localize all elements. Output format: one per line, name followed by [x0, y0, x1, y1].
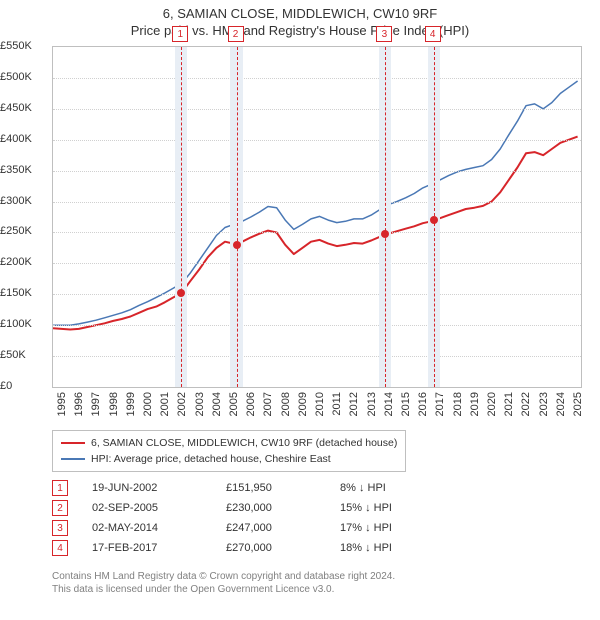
sale-date: 02-MAY-2014	[92, 522, 202, 534]
sales-row: 2 02-SEP-2005 £230,000 15% ↓ HPI	[52, 498, 430, 518]
sale-marker: 4	[52, 540, 68, 556]
sales-row: 1 19-JUN-2002 £151,950 8% ↓ HPI	[52, 478, 430, 498]
event-marker: 4	[425, 26, 441, 42]
xtick-label: 2015	[400, 392, 412, 416]
xtick-label: 2017	[434, 392, 446, 416]
xtick-label: 2006	[245, 392, 257, 416]
ytick-label: £300K	[0, 195, 48, 207]
address-title: 6, SAMIAN CLOSE, MIDDLEWICH, CW10 9RF	[0, 6, 600, 21]
xtick-label: 2021	[503, 392, 515, 416]
xtick-label: 2023	[538, 392, 550, 416]
sale-date: 17-FEB-2017	[92, 542, 202, 554]
attribution-line1: Contains HM Land Registry data © Crown c…	[52, 570, 395, 583]
xtick-label: 1998	[108, 392, 120, 416]
xtick-label: 2004	[211, 392, 223, 416]
legend: 6, SAMIAN CLOSE, MIDDLEWICH, CW10 9RF (d…	[52, 430, 406, 472]
xtick-label: 1996	[73, 392, 85, 416]
xtick-label: 2008	[280, 392, 292, 416]
sale-price: £230,000	[226, 502, 316, 514]
sale-price: £151,950	[226, 482, 316, 494]
xtick-label: 2014	[383, 392, 395, 416]
sale-marker: 3	[52, 520, 68, 536]
xtick-label: 2025	[572, 392, 584, 416]
legend-swatch	[61, 442, 85, 444]
ytick-label: £550K	[0, 40, 48, 52]
xtick-label: 1997	[90, 392, 102, 416]
attribution: Contains HM Land Registry data © Crown c…	[52, 570, 395, 596]
sale-diff: 18% ↓ HPI	[340, 542, 430, 554]
legend-row: 6, SAMIAN CLOSE, MIDDLEWICH, CW10 9RF (d…	[61, 435, 397, 451]
sale-marker: 2	[52, 500, 68, 516]
sale-diff: 17% ↓ HPI	[340, 522, 430, 534]
chart-svg	[53, 47, 581, 387]
legend-label: 6, SAMIAN CLOSE, MIDDLEWICH, CW10 9RF (d…	[91, 437, 397, 449]
attribution-line2: This data is licensed under the Open Gov…	[52, 583, 395, 596]
ytick-label: £200K	[0, 256, 48, 268]
event-marker: 3	[376, 26, 392, 42]
ytick-label: £500K	[0, 71, 48, 83]
xtick-label: 2010	[314, 392, 326, 416]
sale-marker: 1	[52, 480, 68, 496]
ytick-label: £0	[0, 380, 48, 392]
sales-table: 1 19-JUN-2002 £151,950 8% ↓ HPI 2 02-SEP-2005…	[52, 478, 430, 558]
xtick-label: 2003	[194, 392, 206, 416]
sale-date: 02-SEP-2005	[92, 502, 202, 514]
ytick-label: £250K	[0, 225, 48, 237]
xtick-label: 2016	[417, 392, 429, 416]
legend-swatch	[61, 458, 85, 460]
y-axis-labels: £0£50K£100K£150K£200K£250K£300K£350K£400…	[0, 46, 52, 386]
xtick-label: 1999	[125, 392, 137, 416]
xtick-label: 1995	[56, 392, 68, 416]
xtick-label: 2013	[366, 392, 378, 416]
event-marker: 1	[172, 26, 188, 42]
ytick-label: £150K	[0, 287, 48, 299]
chart-subtitle: Price paid vs. HM Land Registry's House …	[0, 23, 600, 38]
xtick-label: 2011	[331, 392, 343, 416]
sale-date: 19-JUN-2002	[92, 482, 202, 494]
sale-diff: 15% ↓ HPI	[340, 502, 430, 514]
xtick-label: 2012	[348, 392, 360, 416]
ytick-label: £400K	[0, 133, 48, 145]
xtick-label: 2022	[520, 392, 532, 416]
chart-plot-area	[52, 46, 582, 388]
sales-row: 3 02-MAY-2014 £247,000 17% ↓ HPI	[52, 518, 430, 538]
sale-diff: 8% ↓ HPI	[340, 482, 430, 494]
ytick-label: £450K	[0, 102, 48, 114]
xtick-label: 2002	[176, 392, 188, 416]
sale-dot	[233, 241, 241, 249]
xtick-label: 2009	[297, 392, 309, 416]
xtick-label: 2018	[452, 392, 464, 416]
ytick-label: £350K	[0, 164, 48, 176]
event-marker: 2	[228, 26, 244, 42]
sales-row: 4 17-FEB-2017 £270,000 18% ↓ HPI	[52, 538, 430, 558]
xtick-label: 2005	[228, 392, 240, 416]
xtick-label: 2001	[159, 392, 171, 416]
sale-dot	[381, 230, 389, 238]
xtick-label: 2019	[469, 392, 481, 416]
sale-dot	[430, 216, 438, 224]
xtick-label: 2020	[486, 392, 498, 416]
xtick-label: 2000	[142, 392, 154, 416]
sale-price: £270,000	[226, 542, 316, 554]
legend-row: HPI: Average price, detached house, Ches…	[61, 451, 397, 467]
ytick-label: £100K	[0, 318, 48, 330]
xtick-label: 2007	[262, 392, 274, 416]
ytick-label: £50K	[0, 349, 48, 361]
sale-dot	[177, 289, 185, 297]
sale-price: £247,000	[226, 522, 316, 534]
xtick-label: 2024	[555, 392, 567, 416]
legend-label: HPI: Average price, detached house, Ches…	[91, 453, 331, 465]
